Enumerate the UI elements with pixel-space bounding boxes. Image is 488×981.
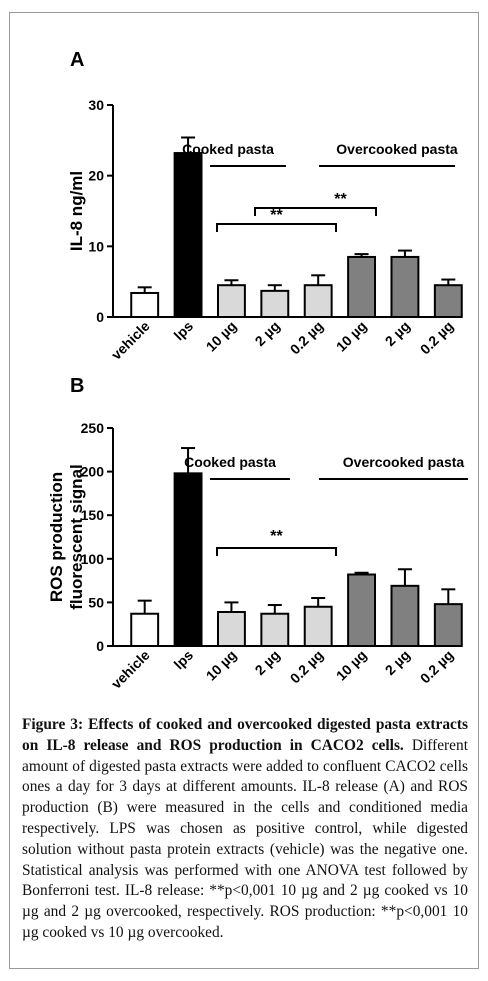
bar xyxy=(433,603,463,647)
y-tick-label: 10 xyxy=(88,238,104,254)
x-tick-label: 0.2 µg xyxy=(417,318,457,358)
bar xyxy=(390,255,420,318)
significance-label: ** xyxy=(334,191,347,208)
y-axis-label-line1: ROS production xyxy=(47,472,66,602)
x-tick-label: vehicle xyxy=(108,647,153,692)
x-tick-label: 10 µg xyxy=(333,647,370,684)
bar xyxy=(130,291,160,318)
x-tick-label: 2 µg xyxy=(252,647,283,678)
group-label-overcooked: Overcooked pasta xyxy=(343,454,465,470)
x-tick-label: 2 µg xyxy=(252,318,283,349)
y-tick-label: 250 xyxy=(81,420,105,436)
bar xyxy=(173,152,203,319)
x-tick-label: 10 µg xyxy=(203,318,240,355)
significance-bracket xyxy=(254,207,377,216)
caption-lead: Figure 3: Effects of cooked and overcook… xyxy=(22,716,468,754)
x-tick-label: 0.2 µg xyxy=(287,647,327,687)
y-tick-label: 150 xyxy=(81,507,105,523)
significance-bracket xyxy=(216,223,337,232)
y-axis-label-line2: fluorescent signal xyxy=(67,464,86,609)
x-tick-label: vehicle xyxy=(108,318,153,363)
bar xyxy=(173,472,203,648)
bar xyxy=(347,573,377,647)
group-label-cooked: Cooked pasta xyxy=(182,141,274,157)
bar xyxy=(433,284,463,318)
bar xyxy=(216,610,246,648)
figure-frame xyxy=(9,12,479,969)
bar xyxy=(260,612,290,647)
y-axis-label: IL-8 ng/ml xyxy=(67,171,86,251)
y-tick-label: 20 xyxy=(88,168,104,184)
y-tick-label: 100 xyxy=(81,551,105,567)
caption-body: Different amount of digested pasta extra… xyxy=(22,736,468,941)
x-tick-label: 0.2 µg xyxy=(417,647,457,687)
y-tick-label: 0 xyxy=(96,638,104,654)
bar xyxy=(260,289,290,318)
figure-caption: Figure 3: Effects of cooked and overcook… xyxy=(22,715,468,944)
group-label-cooked: Cooked pasta xyxy=(184,454,276,470)
significance-bracket xyxy=(216,547,337,556)
group-label-overcooked: Overcooked pasta xyxy=(336,141,458,157)
x-tick-label: 2 µg xyxy=(382,647,413,678)
chart-b: B ROS production fluorescent signal 0 50 100 1… xyxy=(47,375,468,692)
bar xyxy=(303,605,333,647)
significance-label: ** xyxy=(270,528,283,545)
x-tick-label: lps xyxy=(171,647,197,673)
y-tick-label: 200 xyxy=(81,464,105,480)
significance-label: ** xyxy=(270,207,283,224)
panel-label: A xyxy=(70,49,84,71)
x-tick-label: 0.2 µg xyxy=(287,318,327,358)
y-tick-label: 0 xyxy=(96,309,104,325)
bar xyxy=(390,584,420,647)
bar xyxy=(216,284,246,318)
y-tick-label: 50 xyxy=(88,594,104,610)
x-tick-label: lps xyxy=(171,318,197,344)
bar xyxy=(303,284,333,318)
x-tick-label: 10 µg xyxy=(333,318,370,355)
x-tick-label: 10 µg xyxy=(203,647,240,684)
x-tick-label: 2 µg xyxy=(382,318,413,349)
panel-label: B xyxy=(70,375,84,397)
bar xyxy=(130,612,160,647)
y-tick-label: 30 xyxy=(88,97,104,113)
bar xyxy=(347,255,377,318)
